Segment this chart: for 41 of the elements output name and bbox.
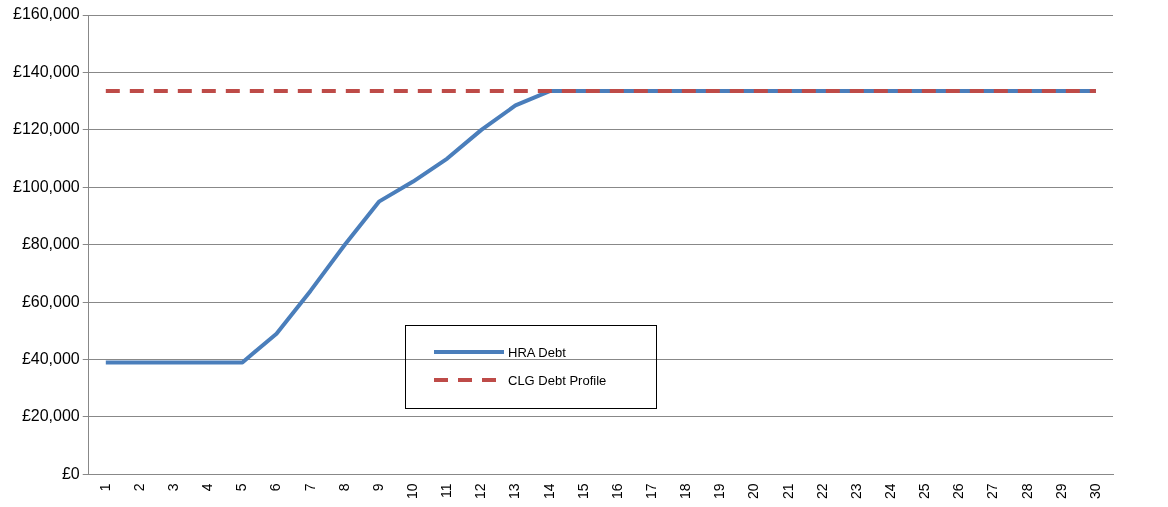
x-tick-label: 27 <box>984 483 1001 500</box>
x-tick-label: 14 <box>540 483 557 500</box>
x-tick-label: 10 <box>403 483 420 500</box>
x-tick-label: 21 <box>779 483 796 500</box>
x-tick-label: 22 <box>813 483 830 500</box>
x-tick-label: 13 <box>506 483 523 500</box>
y-tick-label: £120,000 <box>13 120 80 138</box>
x-tick-label: 3 <box>164 483 181 492</box>
x-tick-label: 1 <box>96 483 113 492</box>
y-tick-label: £160,000 <box>13 5 80 23</box>
x-tick-label: 29 <box>1052 483 1069 500</box>
y-tick-label: £100,000 <box>13 177 80 195</box>
x-tick-label: 30 <box>1086 483 1103 500</box>
x-tick-label: 15 <box>574 483 591 500</box>
legend-label: CLG Debt Profile <box>508 372 607 388</box>
y-tick-label: £60,000 <box>21 292 80 310</box>
x-tick-label: 11 <box>438 483 455 498</box>
y-tick-label: £20,000 <box>21 407 80 425</box>
y-tick-label: £140,000 <box>13 62 80 80</box>
x-tick-label: 18 <box>677 483 694 500</box>
x-tick-label: 28 <box>1018 483 1035 500</box>
x-tick-label: 7 <box>301 483 318 492</box>
legend-label: HRA Debt <box>508 344 566 360</box>
x-tick-label: 12 <box>472 483 489 500</box>
x-tick-label: 24 <box>881 483 898 500</box>
y-tick-label: £80,000 <box>21 235 80 253</box>
x-tick-label: 8 <box>335 483 352 492</box>
x-tick-label: 26 <box>950 483 967 500</box>
x-tick-label: 17 <box>642 483 659 500</box>
x-tick-label: 19 <box>711 483 728 500</box>
x-tick-label: 4 <box>199 483 216 492</box>
y-tick-label: £0 <box>61 464 80 482</box>
x-tick-label: 6 <box>267 483 284 492</box>
y-tick-label: £40,000 <box>21 349 80 367</box>
x-tick-label: 5 <box>233 483 250 492</box>
x-tick-label: 23 <box>847 483 864 500</box>
x-tick-label: 16 <box>608 483 625 500</box>
x-tick-label: 9 <box>369 483 386 492</box>
x-tick-label: 2 <box>130 483 147 492</box>
x-tick-label: 25 <box>916 483 933 500</box>
x-tick-label: 20 <box>745 483 762 500</box>
